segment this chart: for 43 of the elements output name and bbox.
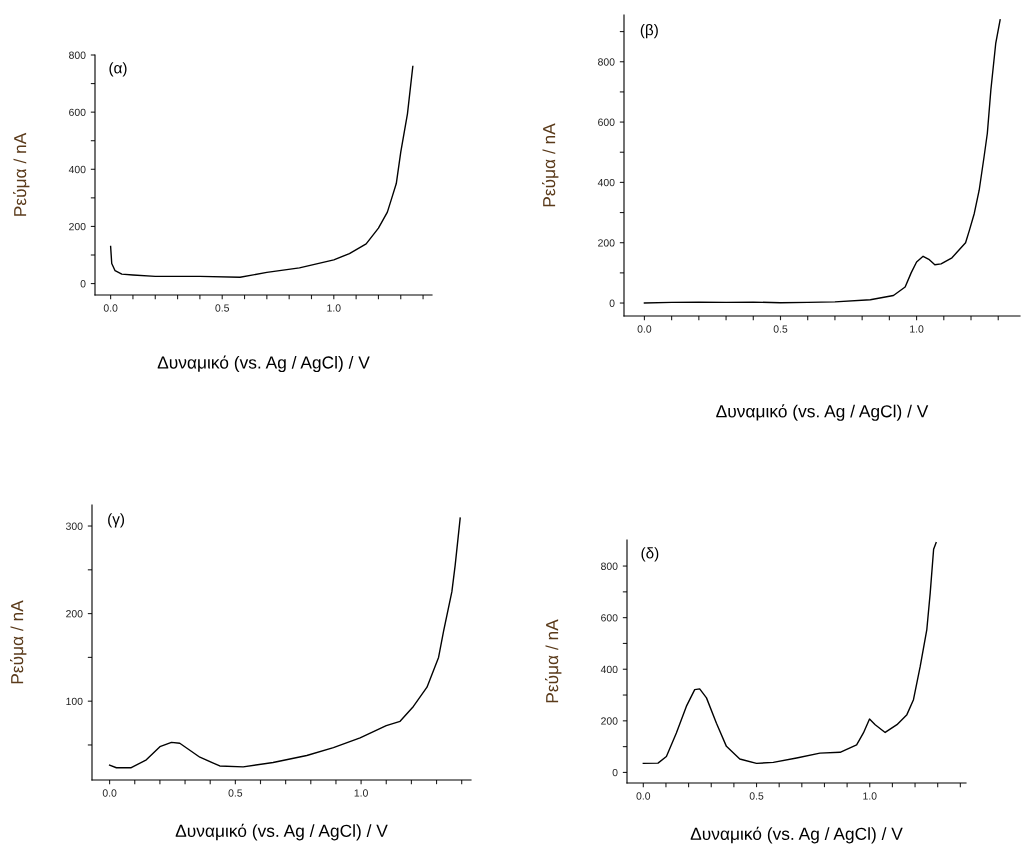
y-tick-label: 400 bbox=[597, 178, 615, 187]
x-tick-label: 1.0 bbox=[354, 789, 368, 797]
x-axis-title: Δυναμικό (vs. Ag / AgCl) / V bbox=[690, 826, 903, 844]
y-axis-title: Ρεύμα / nA bbox=[13, 132, 30, 216]
x-tick-label: 0.5 bbox=[228, 789, 243, 797]
y-tick-label: 400 bbox=[68, 165, 86, 174]
y-axis-title: Ρεύμα / nA bbox=[542, 123, 559, 207]
y-axis-title: Ρεύμα / nA bbox=[545, 619, 562, 703]
x-tick-label: 1.0 bbox=[910, 325, 924, 333]
annotation: (δ) bbox=[641, 547, 659, 562]
y-tick-label: 600 bbox=[69, 108, 86, 117]
x-tick-label: 1.0 bbox=[327, 304, 341, 312]
line-series bbox=[642, 541, 937, 765]
x-axis-title: Δυναμικό (vs. Ag / AgCl) / V bbox=[157, 355, 370, 373]
y-tick-label: 200 bbox=[66, 610, 83, 618]
y-tick-label: 400 bbox=[600, 665, 618, 674]
annotation: (γ) bbox=[108, 513, 125, 528]
x-tick-label: 0.0 bbox=[102, 789, 117, 797]
annotation: (α) bbox=[109, 62, 127, 77]
x-tick-label: 1.0 bbox=[863, 792, 877, 800]
annotation: (β) bbox=[640, 24, 658, 39]
y-tick-label: 200 bbox=[601, 717, 618, 725]
y-tick-label: 0 bbox=[609, 299, 615, 307]
y-tick-label: 800 bbox=[601, 562, 618, 570]
x-tick-label: 0.0 bbox=[637, 325, 652, 333]
y-tick-label: 100 bbox=[66, 697, 83, 706]
x-axis-title: Δυναμικό (vs. Ag / AgCl) / V bbox=[716, 404, 929, 421]
y-tick-label: 800 bbox=[598, 58, 615, 66]
x-tick-label: 0.5 bbox=[215, 304, 230, 312]
y-axis-title: Ρεύμα / nA bbox=[10, 600, 27, 684]
y-tick-label: 0 bbox=[612, 768, 618, 777]
x-tick-label: 0.5 bbox=[749, 792, 764, 800]
y-tick-label: 600 bbox=[601, 614, 618, 622]
y-tick-label: 800 bbox=[69, 51, 86, 59]
x-tick-label: 0.0 bbox=[636, 792, 651, 800]
y-tick-label: 0 bbox=[80, 280, 86, 288]
y-tick-label: 300 bbox=[65, 522, 83, 530]
y-tick-label: 200 bbox=[598, 239, 615, 247]
y-tick-label: 200 bbox=[69, 222, 86, 231]
y-tick-label: 600 bbox=[598, 118, 615, 126]
x-tick-label: 0.5 bbox=[773, 325, 788, 333]
x-tick-label: 0.0 bbox=[103, 304, 118, 312]
x-axis-title: Δυναμικό (vs. Ag / AgCl) / V bbox=[175, 823, 388, 841]
